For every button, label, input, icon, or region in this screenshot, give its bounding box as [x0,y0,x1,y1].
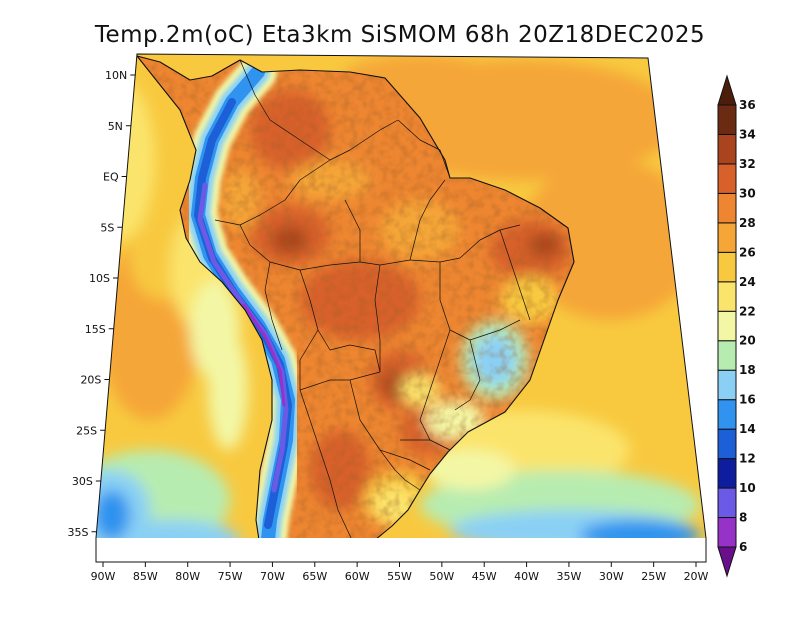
y-tick-label: 20S [80,374,101,387]
colorbar-tick-label: 10 [739,481,756,495]
y-tick-label: 10S [89,272,110,285]
colorbar-segment [717,369,737,401]
x-tick-label: 65W [302,570,327,583]
x-tick-label: 90W [91,570,116,583]
colorbar-segment [717,192,737,224]
x-tick-label: 85W [133,570,158,583]
x-tick-label: 20W [684,570,709,583]
colorbar-segment [717,428,737,460]
colorbar-segment [717,133,737,165]
country-borders [214,59,531,538]
y-tick-label: 5N [108,120,123,133]
colorbar-tick-label: 8 [739,511,747,525]
colorbar-tick-label: 32 [739,157,756,171]
colorbar-tick-label: 24 [739,275,756,289]
x-tick-label: 30W [599,570,624,583]
cold-spot [208,540,236,552]
y-tick-label: 5S [100,221,114,234]
y-axis: 10N 5N EQ 5S 10S 15S 20S 25S 30S 35S [68,69,136,539]
x-tick-label: 35W [556,570,581,583]
colorbar-tick-label: 26 [739,245,756,259]
colorbar: 6 8 10 12 14 16 18 20 22 24 26 28 30 32 34 36 [717,74,756,578]
x-tick-label: 55W [387,570,412,583]
y-tick-label: EQ [103,171,119,184]
temperature-field [96,54,706,552]
y-tick-label: 30S [72,475,93,488]
colorbar-tick-label: 36 [739,98,756,112]
colorbar-max-cap [717,74,737,106]
x-tick-label: 80W [175,570,200,583]
colorbar-segment [717,163,737,194]
colorbar-tick-label: 12 [739,452,756,466]
colorbar-tick-label: 22 [739,304,756,318]
x-tick-label: 25W [641,570,666,583]
x-tick-label: 40W [514,570,539,583]
colorbar-tick-label: 16 [739,393,756,407]
x-tick-label: 75W [218,570,243,583]
colorbar-min-cap [717,546,737,578]
colorbar-segment [717,310,737,342]
y-tick-label: 15S [85,323,106,336]
x-axis: 90W 85W 80W 75W 70W 65W 60W 55W 50W 45W 40W 35W 30W 2… [91,562,709,583]
colorbar-segment [717,458,737,489]
colorbar-segment [717,487,737,519]
colorbar-segment [717,399,737,430]
colorbar-tick-label: 30 [739,186,756,200]
colorbar-segment [717,340,737,371]
x-tick-label: 60W [345,570,370,583]
colorbar-segment [717,517,737,548]
chart-title: Temp.2m(oC) Eta3km SiSMOM 68h 20Z18DEC20… [94,22,705,48]
colorbar-tick-label: 20 [739,334,756,348]
y-tick-label: 35S [68,526,89,539]
colorbar-tick-label: 34 [739,127,756,141]
y-tick-label: 10N [105,69,127,82]
colorbar-tick-label: 18 [739,363,756,377]
colorbar-segment [717,281,737,312]
x-tick-label: 70W [260,570,285,583]
andes-cold-band [179,56,307,538]
colorbar-segment [717,104,737,135]
colorbar-segment [717,251,737,283]
colorbar-tick-label: 14 [739,422,756,436]
x-tick-label: 50W [429,570,454,583]
colorbar-tick-label: 6 [739,540,747,554]
colorbar-segment [717,222,737,253]
x-tick-label: 45W [472,570,497,583]
colorbar-tick-label: 28 [739,216,756,230]
y-tick-label: 25S [76,424,97,437]
